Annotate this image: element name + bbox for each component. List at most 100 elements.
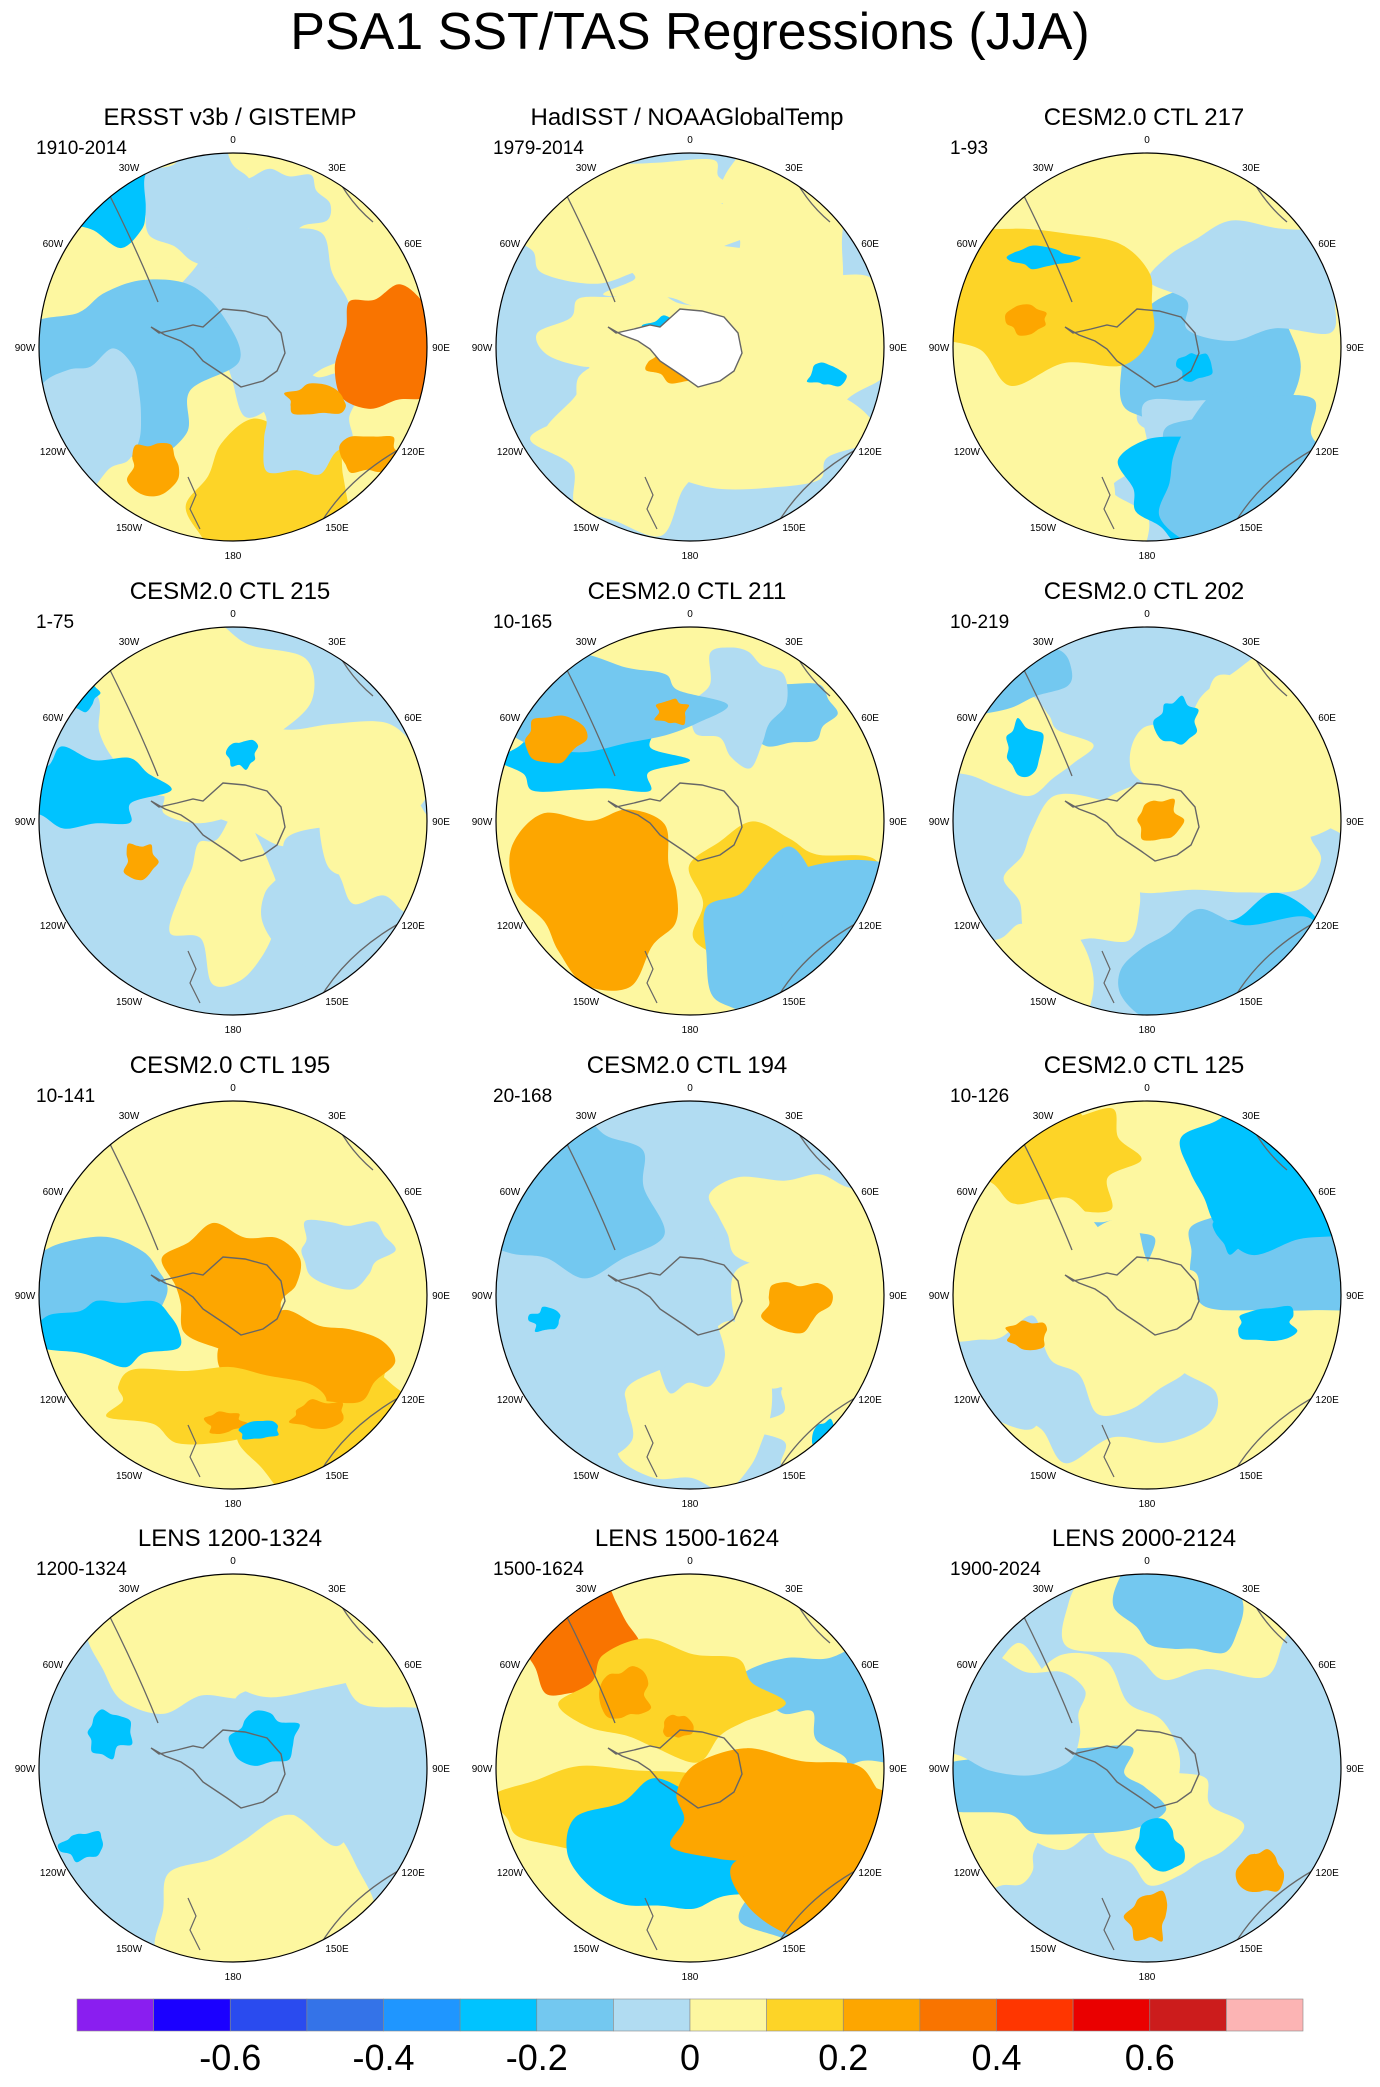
strong-anomaly-region [1123,1890,1168,1942]
polar-map: 0 30E 60E 90E 120E 150E 180 150W 120W 90W 60W 30W [15,609,451,1036]
anomaly-region [144,153,262,268]
colorbar-tick-label: 0.2 [818,2037,869,2078]
longitude-label: 180 [1139,1025,1156,1036]
longitude-label: 0 [1144,609,1150,620]
longitude-label: 60E [861,1187,879,1198]
new-zealand-coastline [1101,950,1115,1004]
longitude-label: 150E [325,997,349,1008]
longitude-label: 120E [858,447,882,458]
south-america-coastline [564,665,616,777]
anomaly-region [161,1222,302,1355]
strong-anomaly-region [1135,1818,1185,1872]
panel-title: ERSST v3b / GISTEMP [103,104,357,131]
strong-anomaly-region [811,1418,846,1468]
strong-anomaly-region [288,1399,344,1429]
strong-anomaly-region [599,1666,652,1719]
longitude-label: 90E [889,1291,907,1302]
anomaly-region [1112,1574,1244,1654]
panel-period-label: 10-165 [493,612,553,633]
map-panel: 0 30E 60E 90E 120E 150E 180 150W 120W 90W 60W 30W LE… [0,1521,460,1995]
longitude-label: 120E [858,1868,882,1879]
antarctica-coastline [607,1256,743,1336]
anomaly-region [508,186,756,284]
longitude-label: 90E [432,817,450,828]
map-panel: 0 30E 60E 90E 120E 150E 180 150W 120W 90W 60W 30W LE… [457,1521,917,1995]
anomaly-region [39,348,142,494]
longitude-label: 120W [40,921,67,932]
longitude-label: 60W [43,1187,64,1198]
colorbar-swatch [1072,1998,1150,2032]
longitude-label: 0 [1144,1556,1150,1567]
map-panel: 0 30E 60E 90E 120E 150E 180 150W 120W 90W 60W 30W CE… [457,1048,917,1522]
longitude-label: 90W [472,1764,493,1775]
anomaly-region [691,647,788,769]
panel-period-label: 10-126 [950,1086,1010,1107]
strong-anomaly-region [632,825,667,863]
polar-map: 0 30E 60E 90E 120E 150E 180 150W 120W 90W 60W 30W [472,1556,908,1983]
strong-anomaly-region [654,698,690,726]
longitude-label: 120E [858,921,882,932]
colorbar-tick-label: -0.4 [352,2037,415,2078]
antarctica-coastline [1064,782,1200,862]
new-zealand-coastline [187,1897,201,1951]
longitude-label: 90W [472,817,493,828]
longitude-label: 60W [957,239,978,250]
anomaly-region [169,805,279,987]
strong-anomaly-region [57,1830,104,1863]
longitude-label: 90W [15,1764,36,1775]
strong-anomaly-region [1005,304,1047,336]
longitude-label: 30E [328,1111,346,1122]
strong-anomaly-region [238,1420,279,1440]
longitude-label: 90E [432,1764,450,1775]
strong-anomaly-region [203,1411,248,1435]
longitude-label: 180 [1139,1972,1156,1983]
map-boundary [952,626,1342,1016]
longitude-label: 150E [1239,997,1263,1008]
colorbar-swatch [996,1998,1074,2032]
south-america-coastline [107,1139,159,1251]
longitude-label: 180 [682,1025,699,1036]
longitude-label: 90W [15,1291,36,1302]
panel-period-label: 1200-1324 [36,1559,127,1580]
longitude-label: 120W [954,447,981,458]
new-zealand-coastline [644,1424,658,1478]
longitude-label: 60W [957,1187,978,1198]
longitude-label: 30E [328,637,346,648]
panel-title: LENS 1500-1624 [594,1525,780,1552]
map-panel: 0 30E 60E 90E 120E 150E 180 150W 120W 90W 60W 30W ER… [0,100,460,574]
south-america-coastline [564,191,616,303]
new-zealand-coastline [187,950,201,1004]
map-panel: 0 30E 60E 90E 120E 150E 180 150W 120W 90W 60W 30W CE… [914,1048,1374,1522]
anomaly-region [39,1300,182,1368]
south-america-coastline [107,665,159,777]
longitude-label: 90E [1346,1291,1364,1302]
longitude-label: 120W [40,447,67,458]
longitude-label: 30E [785,1584,803,1595]
longitude-label: 60E [1318,1187,1336,1198]
strong-anomaly-region [1235,1849,1285,1893]
anomaly-region [558,1638,786,1763]
longitude-label: 120W [954,1395,981,1406]
strong-anomaly-region [1006,717,1044,778]
map-boundary [38,1573,428,1963]
anomaly-region [1148,220,1341,341]
longitude-label: 30W [576,1111,597,1122]
longitude-label: 30E [328,163,346,174]
strong-anomaly-region [1137,798,1185,841]
new-zealand-coastline [187,476,201,530]
longitude-label: 150W [573,1944,600,1955]
anomaly-region [953,228,1155,386]
map-boundary [495,152,885,542]
longitude-label: 30W [576,163,597,174]
longitude-label: 150W [1030,1471,1057,1482]
longitude-label: 60E [404,1660,422,1671]
longitude-label: 0 [230,135,236,146]
panel-title: HadISST / NOAAGlobalTemp [530,104,844,131]
colorbar-swatch [536,1998,614,2032]
anomaly-region [730,1767,884,1945]
longitude-label: 150W [116,1944,143,1955]
longitude-label: 180 [225,1972,242,1983]
longitude-label: 180 [682,1972,699,1983]
longitude-label: 60E [861,239,879,250]
anomaly-region [329,790,427,914]
